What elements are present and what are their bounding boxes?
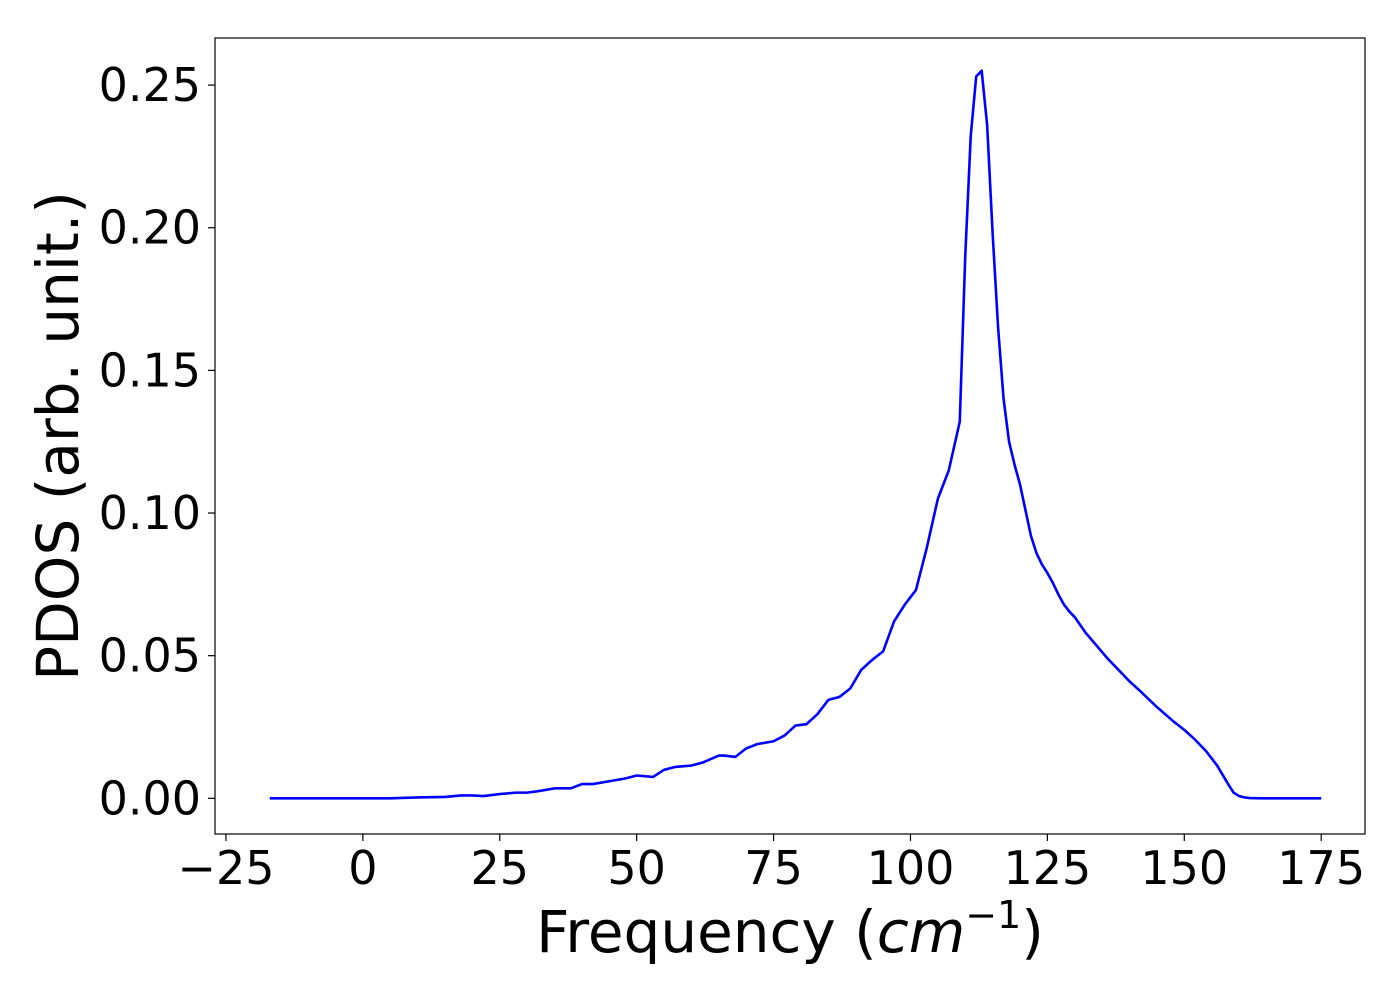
x-axis-label: Frequency (cm−1) xyxy=(536,893,1044,966)
x-tick-label: −25 xyxy=(177,841,274,895)
x-axis-ticks: −25 0 25 50 75 100 125 150 175 xyxy=(177,834,1365,895)
y-axis-ticks: 0.00 0.05 0.10 0.15 0.20 0.25 xyxy=(99,58,215,825)
y-tick-label: 0.15 xyxy=(99,343,201,397)
y-axis-label: PDOS (arb. unit.) xyxy=(24,191,92,681)
x-axis-unit-exp: −1 xyxy=(965,893,1021,937)
x-tick-label: 0 xyxy=(348,841,377,895)
y-tick-label: 0.10 xyxy=(99,486,201,540)
y-tick-label: 0.25 xyxy=(99,58,201,112)
x-tick-label: 125 xyxy=(1003,841,1091,895)
x-axis-unit-base: cm xyxy=(877,898,965,966)
y-tick-label: 0.00 xyxy=(99,771,201,825)
plot-frame xyxy=(214,37,1366,835)
y-tick-label: 0.05 xyxy=(99,629,201,683)
x-axis-label-text: Frequency xyxy=(536,898,836,966)
x-tick-label: 50 xyxy=(607,841,666,895)
x-tick-label: 150 xyxy=(1140,841,1228,895)
y-tick-label: 0.20 xyxy=(99,201,201,255)
x-tick-label: 75 xyxy=(744,841,803,895)
x-tick-label: 25 xyxy=(470,841,529,895)
x-tick-label: 175 xyxy=(1277,841,1365,895)
pdos-series-line xyxy=(269,69,1322,800)
x-tick-label: 100 xyxy=(867,841,955,895)
x-axis-unit-close: ) xyxy=(1021,898,1044,966)
